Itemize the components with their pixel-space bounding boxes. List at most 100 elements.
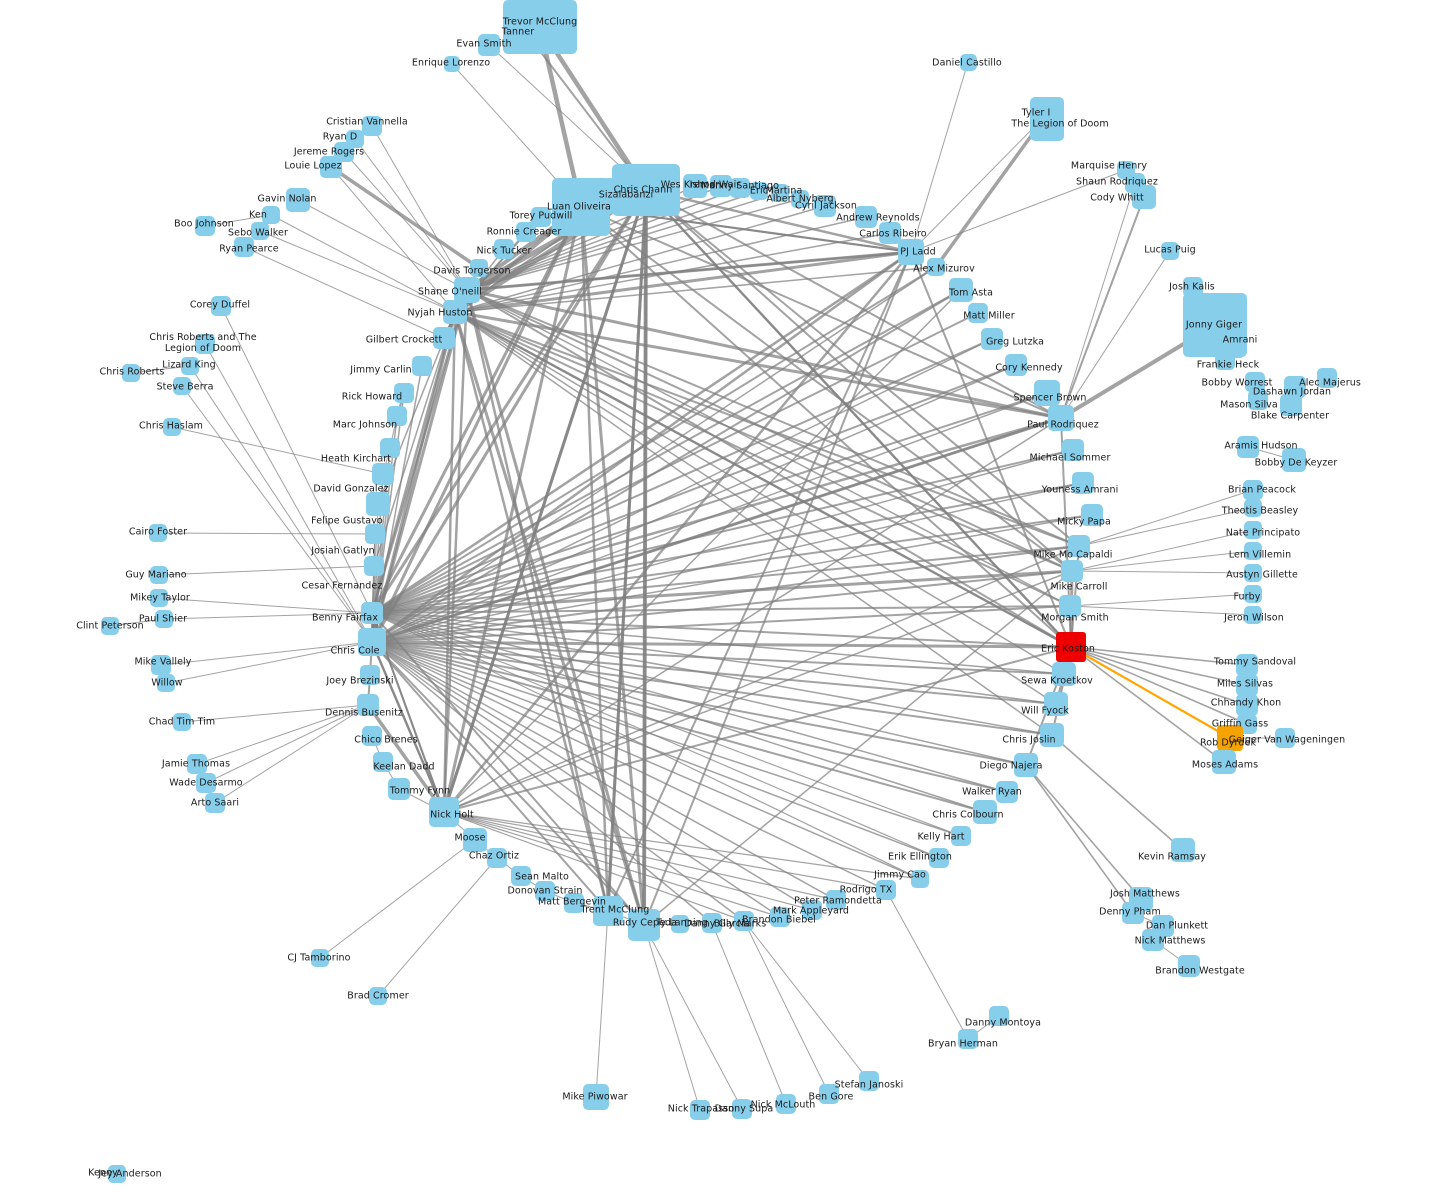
graph-node[interactable] — [366, 492, 390, 516]
graph-node[interactable] — [516, 222, 536, 242]
graph-node[interactable] — [1161, 242, 1179, 260]
graph-node[interactable] — [205, 793, 225, 813]
graph-node[interactable] — [1284, 376, 1306, 398]
graph-node[interactable] — [357, 694, 379, 716]
graph-node[interactable] — [710, 175, 732, 197]
graph-node[interactable] — [195, 334, 215, 354]
graph-node[interactable] — [149, 524, 167, 542]
graph-node[interactable] — [157, 674, 175, 692]
graph-node[interactable] — [1236, 694, 1258, 716]
graph-node[interactable] — [108, 1165, 126, 1183]
graph-node[interactable] — [776, 1094, 796, 1114]
graph-node[interactable] — [1237, 436, 1259, 458]
graph-node[interactable] — [1244, 542, 1262, 560]
graph-node[interactable] — [234, 237, 254, 257]
graph-node[interactable] — [173, 713, 191, 731]
graph-node[interactable] — [535, 881, 555, 901]
graph-node[interactable] — [855, 206, 877, 228]
graph-node[interactable] — [1132, 185, 1156, 209]
graph-node[interactable] — [1244, 521, 1262, 539]
graph-node[interactable] — [732, 1099, 752, 1119]
graph-node[interactable] — [1212, 750, 1236, 774]
graph-node[interactable] — [361, 602, 383, 624]
graph-node[interactable] — [564, 893, 584, 913]
graph-node[interactable] — [1171, 838, 1195, 862]
graph-node[interactable] — [683, 174, 707, 198]
graph-node[interactable] — [1243, 480, 1263, 500]
graph-node[interactable] — [951, 826, 971, 846]
graph-node[interactable] — [173, 377, 191, 395]
graph-node[interactable] — [1275, 728, 1295, 748]
graph-node[interactable] — [927, 258, 945, 276]
graph-node[interactable] — [360, 665, 380, 685]
graph-node[interactable] — [1014, 753, 1038, 777]
graph-node[interactable] — [814, 195, 836, 217]
graph-node[interactable] — [958, 1029, 978, 1049]
graph-node[interactable] — [628, 909, 660, 941]
graph-node[interactable] — [1005, 354, 1027, 376]
graph-node[interactable] — [1280, 394, 1302, 416]
graph-node[interactable] — [750, 182, 768, 200]
graph-node[interactable] — [187, 754, 207, 774]
graph-node[interactable] — [770, 907, 790, 927]
graph-node[interactable] — [671, 915, 689, 933]
graph-node[interactable] — [362, 116, 382, 136]
graph-node[interactable] — [122, 364, 140, 382]
graph-node[interactable] — [1040, 723, 1064, 747]
graph-node[interactable] — [433, 327, 455, 349]
graph-node[interactable] — [196, 773, 216, 793]
graph-node[interactable] — [1244, 564, 1262, 582]
graph-node[interactable] — [211, 296, 231, 316]
graph-node[interactable] — [911, 870, 929, 888]
graph-node[interactable] — [1056, 632, 1086, 662]
graph-node[interactable] — [702, 913, 722, 933]
graph-node[interactable] — [1122, 902, 1144, 924]
graph-node[interactable] — [959, 53, 977, 71]
graph-node[interactable] — [1317, 368, 1337, 388]
graph-node[interactable] — [1030, 107, 1064, 141]
graph-node[interactable] — [1081, 504, 1103, 526]
graph-node[interactable] — [1217, 725, 1243, 751]
graph-node[interactable] — [443, 300, 467, 324]
graph-node[interactable] — [876, 880, 896, 900]
graph-node[interactable] — [1072, 472, 1094, 494]
graph-node[interactable] — [1244, 585, 1262, 603]
graph-node[interactable] — [552, 178, 610, 236]
graph-node[interactable] — [1068, 535, 1090, 557]
graph-node[interactable] — [734, 911, 754, 931]
graph-node[interactable] — [730, 178, 750, 198]
graph-node[interactable] — [155, 610, 173, 628]
graph-node[interactable] — [593, 896, 623, 926]
graph-node[interactable] — [286, 188, 310, 212]
graph-node[interactable] — [819, 1084, 839, 1104]
graph-node[interactable] — [365, 524, 385, 544]
graph-node[interactable] — [879, 222, 901, 244]
graph-node[interactable] — [518, 26, 542, 50]
graph-node[interactable] — [150, 566, 168, 584]
graph-node[interactable] — [429, 797, 459, 827]
graph-node[interactable] — [454, 277, 480, 303]
graph-node[interactable] — [791, 190, 809, 208]
graph-node[interactable] — [1061, 560, 1083, 582]
graph-node[interactable] — [364, 556, 384, 576]
graph-node[interactable] — [444, 56, 460, 72]
graph-node[interactable] — [968, 303, 988, 323]
graph-node[interactable] — [394, 383, 414, 403]
graph-node[interactable] — [1236, 674, 1258, 696]
graph-node[interactable] — [311, 949, 329, 967]
graph-node[interactable] — [151, 655, 171, 675]
graph-node[interactable] — [373, 752, 393, 772]
graph-node[interactable] — [949, 278, 973, 302]
graph-node[interactable] — [163, 418, 181, 436]
graph-node[interactable] — [101, 617, 119, 635]
graph-node[interactable] — [1183, 277, 1203, 297]
graph-node[interactable] — [387, 406, 407, 426]
graph-node[interactable] — [470, 259, 488, 277]
graph-node[interactable] — [1048, 405, 1074, 431]
graph-node[interactable] — [181, 357, 199, 375]
graph-node[interactable] — [380, 438, 400, 458]
graph-node[interactable] — [388, 778, 410, 800]
graph-node[interactable] — [494, 239, 514, 259]
graph-node[interactable] — [690, 1100, 710, 1120]
